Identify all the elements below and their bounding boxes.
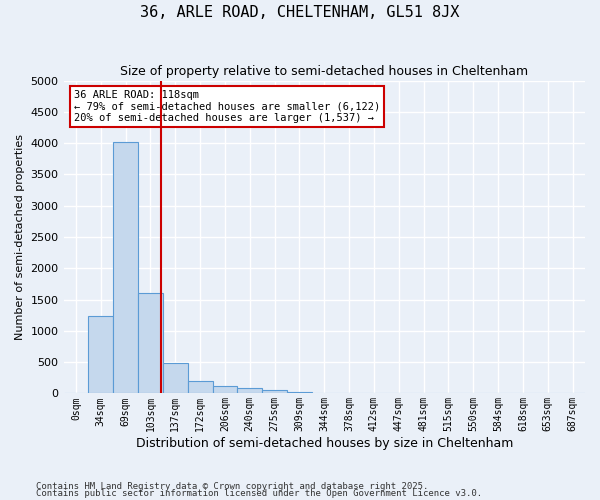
Title: Size of property relative to semi-detached houses in Cheltenham: Size of property relative to semi-detach…	[120, 65, 529, 78]
Y-axis label: Number of semi-detached properties: Number of semi-detached properties	[15, 134, 25, 340]
Bar	[262, 390, 287, 394]
Bar	[113, 142, 138, 394]
Bar	[212, 386, 238, 394]
X-axis label: Distribution of semi-detached houses by size in Cheltenham: Distribution of semi-detached houses by …	[136, 437, 513, 450]
Bar	[238, 388, 262, 394]
Text: 36, ARLE ROAD, CHELTENHAM, GL51 8JX: 36, ARLE ROAD, CHELTENHAM, GL51 8JX	[140, 5, 460, 20]
Text: Contains public sector information licensed under the Open Government Licence v3: Contains public sector information licen…	[36, 489, 482, 498]
Bar	[88, 316, 113, 394]
Text: Contains HM Land Registry data © Crown copyright and database right 2025.: Contains HM Land Registry data © Crown c…	[36, 482, 428, 491]
Text: 36 ARLE ROAD: 118sqm
← 79% of semi-detached houses are smaller (6,122)
20% of se: 36 ARLE ROAD: 118sqm ← 79% of semi-detac…	[74, 90, 380, 123]
Bar	[138, 294, 163, 394]
Bar	[64, 393, 88, 394]
Bar	[287, 392, 312, 394]
Bar	[188, 381, 212, 394]
Bar	[163, 364, 188, 394]
